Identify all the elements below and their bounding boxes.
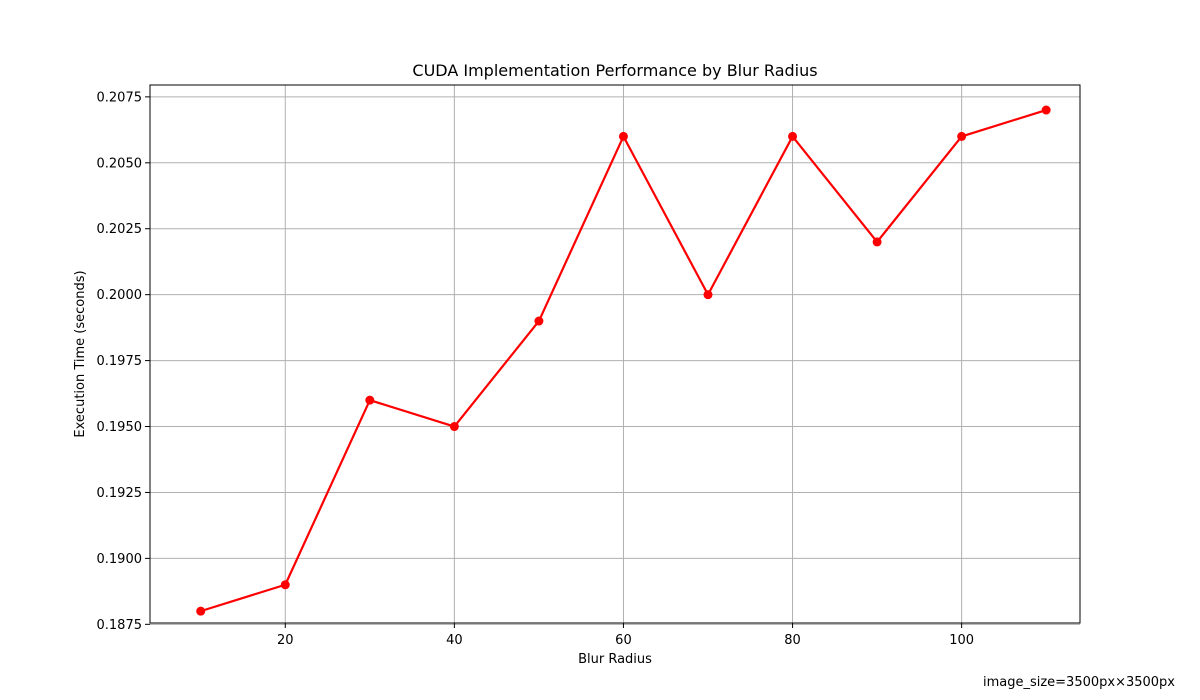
data-point xyxy=(872,237,882,247)
y-tick-label: 0.2075 xyxy=(97,90,143,105)
y-axis: 0.1875 0.1900 0.1925 0.1950 0.1975 0.2000 0.20… xyxy=(97,90,150,633)
x-tick-label: 40 xyxy=(446,633,463,648)
x-tick-label: 100 xyxy=(949,633,974,648)
chart-title: CUDA Implementation Performance by Blur … xyxy=(412,61,817,80)
y-tick-label: 0.2025 xyxy=(97,222,143,237)
data-point xyxy=(365,395,375,405)
y-tick-label: 0.1900 xyxy=(97,552,143,567)
y-axis-title: Execution Time (seconds) xyxy=(73,270,88,437)
y-tick-label: 0.1925 xyxy=(97,486,143,501)
data-point xyxy=(957,131,967,141)
grid xyxy=(150,85,1080,625)
data-point xyxy=(703,290,713,300)
data-point xyxy=(449,422,459,432)
data-point xyxy=(534,316,544,326)
y-tick-label: 0.1975 xyxy=(97,354,143,369)
plot-frame xyxy=(149,84,1081,624)
y-tick-label: 0.1875 xyxy=(97,618,143,633)
data-point xyxy=(618,131,628,141)
x-tick-label: 80 xyxy=(784,633,801,648)
y-tick-label: 0.2000 xyxy=(97,288,143,303)
x-tick-label: 20 xyxy=(277,633,294,648)
series-layer xyxy=(196,105,1051,616)
y-tick-label: 0.1950 xyxy=(97,420,143,435)
data-point xyxy=(280,580,290,590)
data-point xyxy=(196,606,206,616)
x-axis: 20 40 60 80 100 xyxy=(277,623,974,648)
y-tick-label: 0.2050 xyxy=(97,156,143,171)
data-point xyxy=(788,131,798,141)
x-tick-label: 60 xyxy=(615,633,632,648)
x-axis-title: Blur Radius xyxy=(578,652,652,667)
image-size-note: image_size=3500px×3500px xyxy=(982,675,1175,690)
data-point xyxy=(1041,105,1051,115)
